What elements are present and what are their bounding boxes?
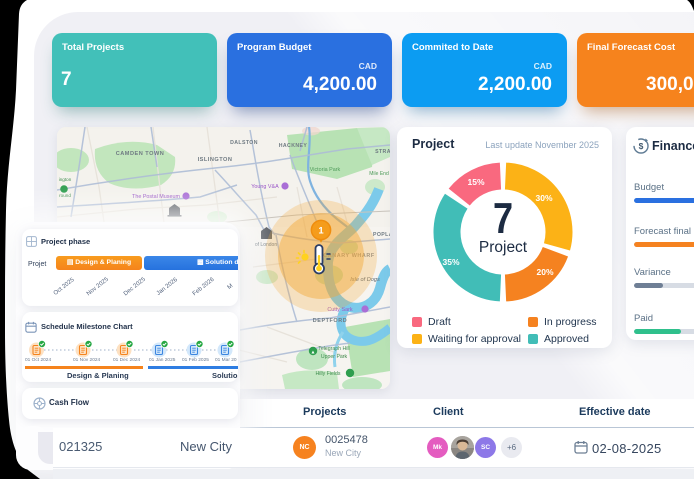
svg-text:DALSTON: DALSTON [230, 140, 258, 146]
svg-text:CAMDEN TOWN: CAMDEN TOWN [116, 151, 165, 157]
svg-text:35%: 35% [442, 257, 459, 267]
svg-text:ISLINGTON: ISLINGTON [198, 157, 233, 163]
svg-text:HACKNEY: HACKNEY [279, 143, 308, 149]
svg-text:of London: of London [255, 242, 277, 248]
svg-text:STRA: STRA [375, 149, 390, 155]
svg-text:round: round [59, 193, 71, 198]
svg-text:Young V&A: Young V&A [251, 184, 279, 190]
svg-text:$: $ [639, 141, 644, 151]
svg-text:Cutty Sark: Cutty Sark [327, 307, 352, 313]
svg-text:1: 1 [318, 226, 324, 237]
svg-text:15%: 15% [467, 177, 484, 187]
svg-text:20%: 20% [536, 267, 553, 277]
svg-text:▲: ▲ [311, 350, 316, 356]
svg-text:30%: 30% [535, 193, 552, 203]
svg-text:DEPTFORD: DEPTFORD [313, 318, 347, 324]
svg-text:Isle of Dogs: Isle of Dogs [350, 277, 380, 283]
svg-text:Telegraph Hill: Telegraph Hill [318, 346, 349, 352]
svg-text:CANARY WHARF: CANARY WHARF [323, 253, 375, 259]
svg-text:POPLAR: POPLAR [373, 232, 390, 238]
svg-text:Upper Park: Upper Park [321, 354, 348, 360]
svg-text:Mile End: Mile End [369, 171, 389, 177]
svg-text:Hilly Fields: Hilly Fields [315, 371, 340, 377]
svg-text:ington: ington [59, 177, 72, 182]
svg-text:The Postal Museum: The Postal Museum [132, 194, 180, 200]
svg-text:Victoria Park: Victoria Park [310, 167, 341, 173]
